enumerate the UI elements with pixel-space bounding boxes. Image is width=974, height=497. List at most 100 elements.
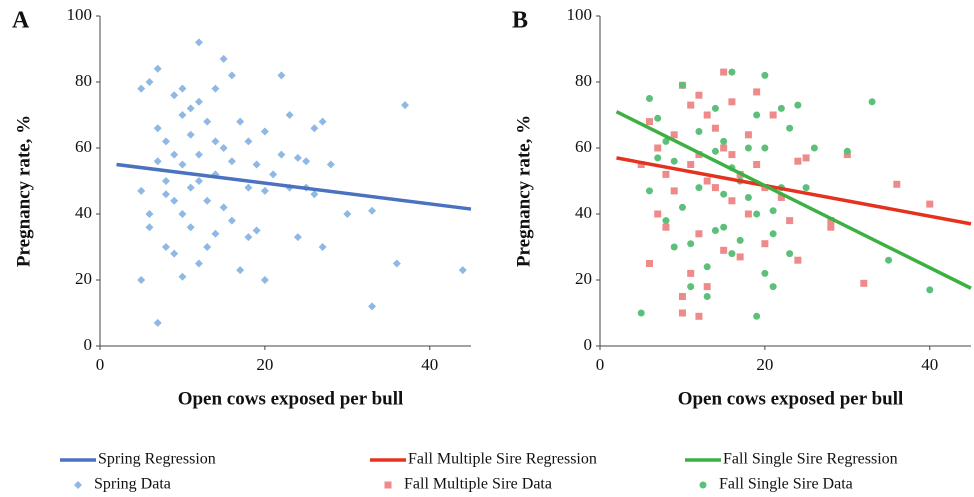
- data-point: [678, 293, 686, 300]
- data-point: [810, 144, 818, 152]
- data-point: [153, 157, 162, 166]
- data-point: [244, 137, 253, 146]
- data-point: [769, 111, 777, 119]
- data-point: [678, 203, 686, 211]
- data-point: [252, 160, 261, 169]
- data-point: [687, 269, 695, 277]
- data-point: [720, 223, 728, 231]
- data-point: [277, 71, 286, 80]
- data-point: [654, 210, 662, 218]
- data-point: [203, 117, 212, 126]
- y-tick-label: 0: [584, 335, 593, 354]
- y-tick-label: 0: [84, 335, 93, 354]
- data-point: [678, 81, 686, 89]
- data-point: [153, 124, 162, 133]
- data-point: [654, 154, 662, 162]
- data-point: [777, 104, 785, 112]
- data-point: [645, 187, 653, 195]
- y-tick-label: 100: [67, 5, 93, 24]
- data-point: [695, 312, 703, 320]
- data-point: [695, 230, 703, 238]
- x-tick-label: 0: [596, 355, 605, 374]
- x-tick-label: 20: [756, 355, 773, 374]
- data-point: [211, 84, 220, 93]
- data-point: [662, 170, 670, 178]
- data-point: [720, 190, 728, 198]
- data-point: [662, 217, 670, 225]
- data-point: [703, 111, 711, 119]
- y-tick-label: 100: [567, 5, 593, 24]
- y-tick-label: 80: [75, 71, 92, 90]
- y-tick-label: 40: [575, 203, 592, 222]
- y-tick-label: 60: [75, 137, 92, 156]
- data-point: [186, 183, 195, 192]
- legend-label: Spring Regression: [98, 451, 216, 468]
- data-point: [654, 144, 662, 152]
- data-point: [178, 272, 187, 281]
- data-point: [368, 206, 377, 215]
- data-point: [293, 233, 302, 242]
- data-point: [161, 177, 170, 185]
- data-point: [794, 157, 802, 165]
- data-point: [211, 137, 220, 146]
- data-point: [670, 157, 678, 165]
- legend-label: Fall Single Sire Regression: [723, 451, 898, 468]
- y-tick-label: 80: [575, 71, 592, 90]
- data-point: [695, 91, 703, 99]
- data-point: [194, 150, 203, 159]
- y-axis-label: Pregnancy rate, %: [13, 115, 34, 267]
- data-point: [753, 312, 761, 320]
- data-point: [343, 210, 352, 218]
- data-point: [244, 183, 253, 192]
- y-axis-label: Pregnancy rate, %: [513, 115, 534, 267]
- data-point: [695, 128, 703, 135]
- data-point: [236, 266, 245, 275]
- data-point: [145, 210, 154, 218]
- x-tick-label: 40: [921, 355, 938, 374]
- data-point: [736, 236, 744, 244]
- data-point: [194, 177, 203, 185]
- legend-label: Fall Single Sire Data: [719, 476, 853, 493]
- data-point: [744, 194, 752, 201]
- data-point: [178, 111, 187, 119]
- data-point: [670, 131, 678, 139]
- data-point: [170, 91, 179, 100]
- data-point: [170, 249, 179, 258]
- data-point: [744, 144, 752, 152]
- data-point: [794, 256, 802, 264]
- data-point: [761, 184, 769, 192]
- x-axis-label: Open cows exposed per bull: [178, 388, 404, 409]
- data-point: [211, 229, 220, 238]
- data-point: [645, 95, 653, 102]
- data-point: [678, 309, 686, 317]
- data-point: [687, 101, 695, 109]
- data-point: [170, 196, 179, 205]
- data-point: [645, 260, 653, 267]
- data-point: [161, 190, 170, 199]
- data-point: [153, 318, 162, 327]
- data-point: [203, 243, 212, 251]
- data-point: [194, 259, 203, 268]
- data-point: [637, 161, 645, 168]
- data-point: [711, 124, 719, 132]
- data-point: [761, 269, 769, 277]
- data-point: [802, 184, 810, 192]
- data-point: [744, 131, 752, 139]
- data-point: [186, 104, 195, 113]
- data-point: [401, 101, 410, 110]
- data-point: [277, 150, 286, 159]
- data-point: [753, 161, 761, 168]
- data-point: [703, 283, 711, 291]
- y-tick-label: 60: [575, 137, 592, 156]
- data-point: [219, 144, 228, 152]
- data-point: [670, 243, 678, 251]
- data-point: [318, 117, 327, 126]
- data-point: [786, 124, 794, 132]
- data-point: [392, 259, 401, 268]
- data-point: [227, 216, 236, 225]
- y-tick-label: 20: [75, 269, 92, 288]
- data-point: [687, 283, 695, 291]
- data-point: [137, 276, 146, 284]
- data-point: [728, 151, 736, 159]
